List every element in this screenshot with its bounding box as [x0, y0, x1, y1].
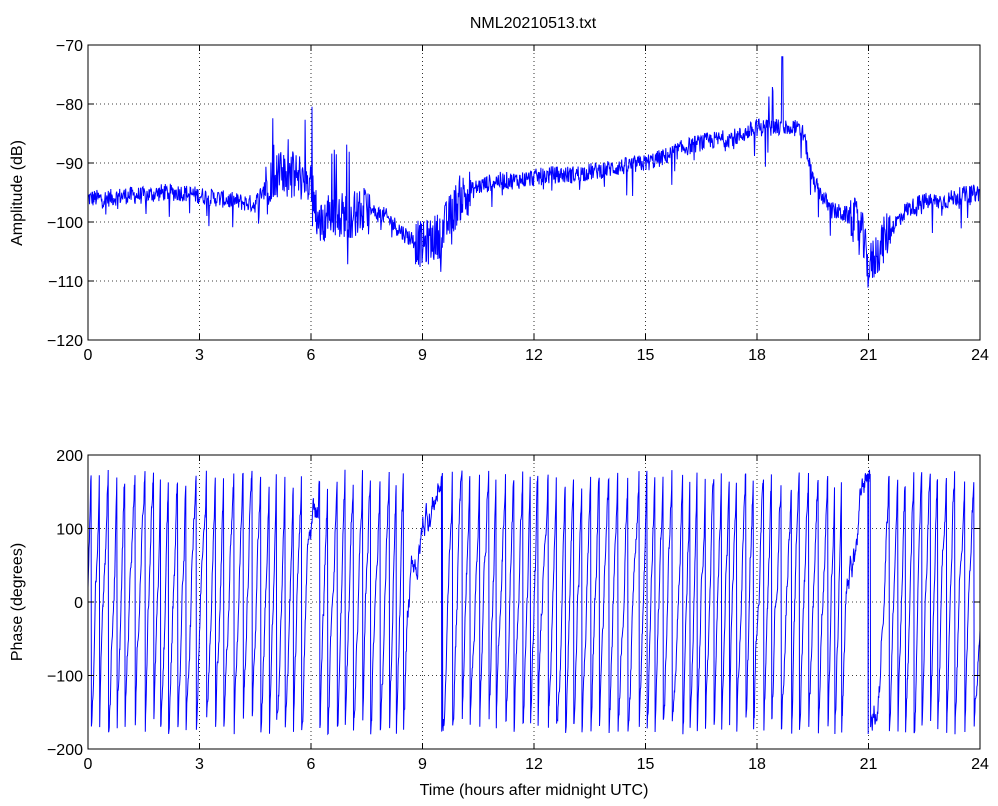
- amplitude-plot-area: [88, 45, 980, 340]
- phase-grid: [88, 455, 980, 749]
- phase-xlabel: Time (hours after midnight UTC): [420, 782, 649, 799]
- x-tick-label: 0: [84, 347, 93, 364]
- x-tick-label: 12: [525, 756, 543, 773]
- amplitude-ylabel: Amplitude (dB): [9, 140, 26, 246]
- y-tick-label: 0: [74, 595, 83, 612]
- y-tick-label: −90: [56, 156, 83, 173]
- figure-title: NML20210513.txt: [470, 15, 597, 32]
- x-tick-label: 6: [307, 347, 316, 364]
- x-tick-label: 0: [84, 756, 93, 773]
- x-tick-label: 24: [971, 756, 989, 773]
- y-tick-label: 100: [56, 522, 83, 539]
- amplitude-series-line: [88, 56, 980, 288]
- amplitude-axes: 0 3 6 9 12 15 18 21 24 −70 −80 −90 −100 −110 −120 Ampl…: [9, 38, 989, 364]
- y-tick-label: −100: [47, 669, 83, 686]
- x-tick-label: 15: [637, 347, 655, 364]
- y-tick-label: −110: [48, 274, 83, 291]
- x-tick-label: 3: [195, 347, 204, 364]
- x-tick-label: 6: [307, 756, 316, 773]
- y-tick-label: −100: [47, 215, 83, 232]
- y-tick-label: 200: [56, 448, 83, 465]
- y-tick-label: −80: [56, 97, 83, 114]
- x-tick-label: 21: [860, 756, 878, 773]
- phase-ylabel: Phase (degrees): [9, 543, 26, 661]
- amplitude-ticks: 0 3 6 9 12 15 18 21 24 −70 −80 −90 −100 −110 −120: [47, 38, 989, 364]
- y-tick-label: −120: [47, 333, 83, 350]
- x-tick-label: 9: [418, 347, 427, 364]
- x-tick-label: 18: [748, 756, 766, 773]
- y-tick-label: −70: [56, 38, 83, 55]
- x-tick-label: 12: [525, 347, 543, 364]
- x-tick-label: 9: [418, 756, 427, 773]
- amplitude-grid: [88, 45, 980, 340]
- x-tick-label: 24: [971, 347, 989, 364]
- phase-axes: 0 3 6 9 12 15 18 21 24 200 100 0 −100 −200 Phase (deg…: [9, 448, 989, 799]
- x-tick-label: 3: [195, 756, 204, 773]
- x-tick-label: 21: [860, 347, 878, 364]
- x-tick-label: 15: [637, 756, 655, 773]
- phase-series-line: [88, 469, 980, 736]
- x-tick-label: 18: [748, 347, 766, 364]
- y-tick-label: −200: [47, 742, 83, 759]
- phase-ticks: 0 3 6 9 12 15 18 21 24 200 100 0 −100 −200: [47, 448, 989, 773]
